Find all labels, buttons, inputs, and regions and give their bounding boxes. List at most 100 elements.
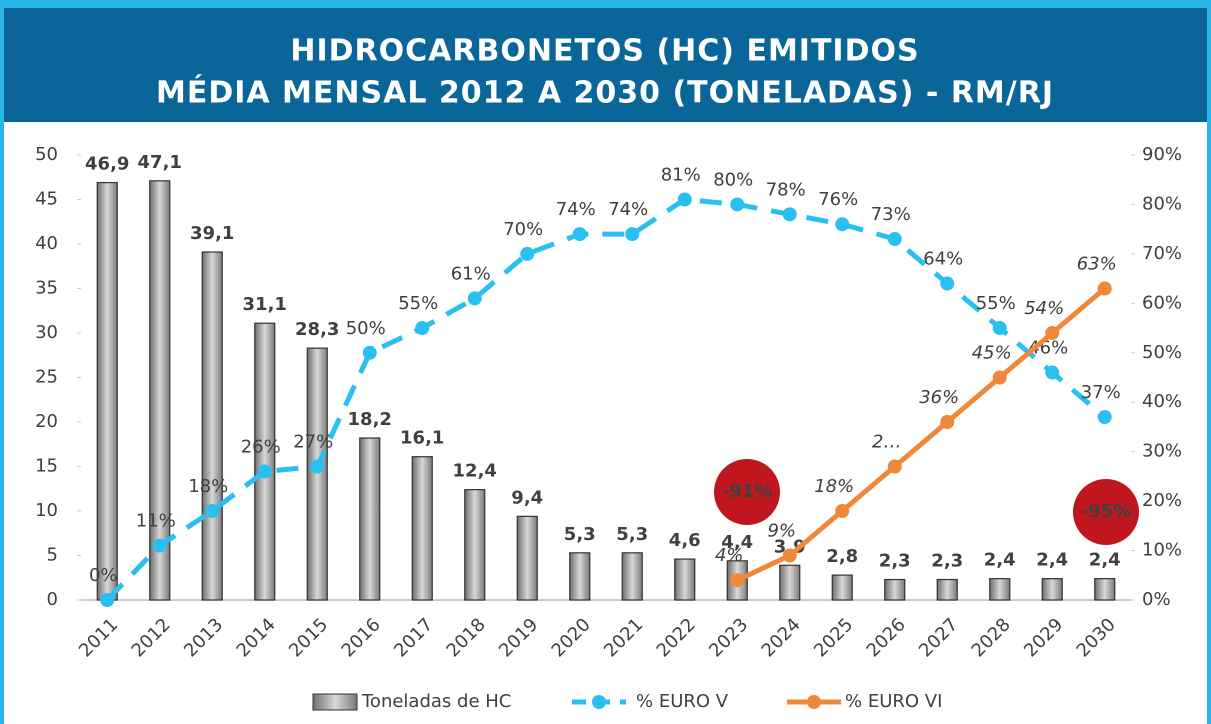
- point: [677, 192, 692, 207]
- bar: [936, 578, 958, 601]
- bar-label: 5,3: [616, 524, 648, 545]
- annotation-badge: [714, 459, 780, 525]
- point-label: 70%: [503, 219, 543, 240]
- point: [940, 276, 955, 291]
- point-label: 80%: [713, 169, 753, 190]
- point-label: 64%: [923, 249, 963, 270]
- y2-tick-label: 10%: [1142, 540, 1182, 561]
- point-label: 11%: [136, 511, 176, 532]
- y2-tick-label: 70%: [1142, 243, 1182, 264]
- point-label: 45%: [972, 343, 1012, 364]
- chart-title: MÉDIA MENSAL 2012 A 2030 (TONELADAS) - R…: [156, 75, 1054, 111]
- legend-label: Toneladas de HC: [361, 691, 511, 712]
- point-label: 73%: [871, 204, 911, 225]
- y-tick-label: 30: [35, 322, 58, 343]
- point-label: 55%: [398, 293, 438, 314]
- bar-label: 2,8: [826, 546, 858, 567]
- bar-label: 2,4: [1036, 550, 1068, 571]
- point-label: 74%: [608, 199, 648, 220]
- y2-tick-label: 0%: [1142, 589, 1171, 610]
- bar: [464, 489, 486, 601]
- point: [992, 321, 1007, 336]
- point: [887, 459, 902, 474]
- legend-swatch-dot: [592, 695, 606, 709]
- legend-swatch-dot: [807, 695, 821, 709]
- bar: [884, 578, 906, 601]
- point-label: 27%: [293, 432, 333, 453]
- bar-label: 16,1: [400, 428, 444, 449]
- bar: [254, 322, 276, 601]
- chart-title: HIDROCARBONETOS (HC) EMITIDOS: [290, 34, 919, 69]
- bar-label: 4,6: [669, 530, 701, 551]
- point: [887, 232, 902, 247]
- bar: [674, 558, 696, 601]
- point-label: 54%: [1024, 298, 1064, 319]
- y2-tick-label: 80%: [1142, 193, 1182, 214]
- point-label: 76%: [818, 189, 858, 210]
- bar-label: 2,4: [984, 550, 1016, 571]
- y-tick-label: 25: [35, 367, 58, 388]
- bar-label: 46,9: [85, 154, 129, 175]
- bar: [1041, 578, 1063, 601]
- bar-label: 47,1: [138, 152, 182, 173]
- point: [415, 321, 430, 336]
- y2-tick-label: 20%: [1142, 490, 1182, 511]
- point-label: 18%: [188, 476, 228, 497]
- bar-label: 2,3: [931, 551, 963, 572]
- y-tick-label: 10: [35, 500, 58, 521]
- bar: [989, 578, 1011, 601]
- header: [0, 0, 1211, 122]
- bar: [569, 552, 591, 601]
- y2-tick-label: 60%: [1142, 292, 1182, 313]
- point: [1045, 365, 1060, 380]
- legend-label: % EURO VI: [845, 691, 942, 712]
- y-tick-label: 20: [35, 411, 58, 432]
- point: [992, 370, 1007, 385]
- legend-label: % EURO V: [636, 691, 729, 712]
- bar-label: 3,9: [774, 536, 806, 557]
- point: [310, 459, 325, 474]
- line: [105, 197, 1107, 602]
- bar-label: 9,4: [511, 487, 543, 508]
- point: [1097, 281, 1112, 296]
- bar: [149, 180, 171, 601]
- y2-tick-label: 90%: [1142, 144, 1182, 165]
- point-label: 18%: [814, 476, 854, 497]
- point-label: 36%: [919, 387, 959, 408]
- point-label: 9%: [767, 521, 796, 542]
- bar-label: 31,1: [243, 294, 287, 315]
- point: [572, 227, 587, 242]
- bar: [201, 251, 223, 601]
- point-label: 81%: [661, 165, 701, 186]
- point: [782, 548, 797, 563]
- bar: [831, 574, 853, 601]
- point: [730, 573, 745, 588]
- point: [730, 197, 745, 212]
- bar: [516, 515, 538, 601]
- y-tick-label: 0: [47, 589, 58, 610]
- point-label: 61%: [451, 263, 491, 284]
- point-label: 26%: [241, 436, 281, 457]
- y-tick-label: 35: [35, 278, 58, 299]
- point-label: 0%: [89, 565, 118, 586]
- point: [520, 246, 535, 261]
- bar: [306, 347, 328, 601]
- annotation-badge: [1073, 479, 1139, 545]
- bar-label: 28,3: [295, 319, 339, 340]
- y-tick-label: 50: [35, 144, 58, 165]
- point: [257, 464, 272, 479]
- point-label: 78%: [766, 179, 806, 200]
- point: [152, 538, 167, 553]
- y2-tick-label: 30%: [1142, 441, 1182, 462]
- point-label: 50%: [346, 318, 386, 339]
- point: [467, 291, 482, 306]
- y-tick-label: 5: [47, 545, 58, 566]
- line: [736, 286, 1107, 583]
- point-label: 4%: [715, 545, 744, 566]
- y2-tick-label: 50%: [1142, 342, 1182, 363]
- point: [1045, 326, 1060, 340]
- point: [205, 504, 220, 518]
- point: [940, 415, 955, 429]
